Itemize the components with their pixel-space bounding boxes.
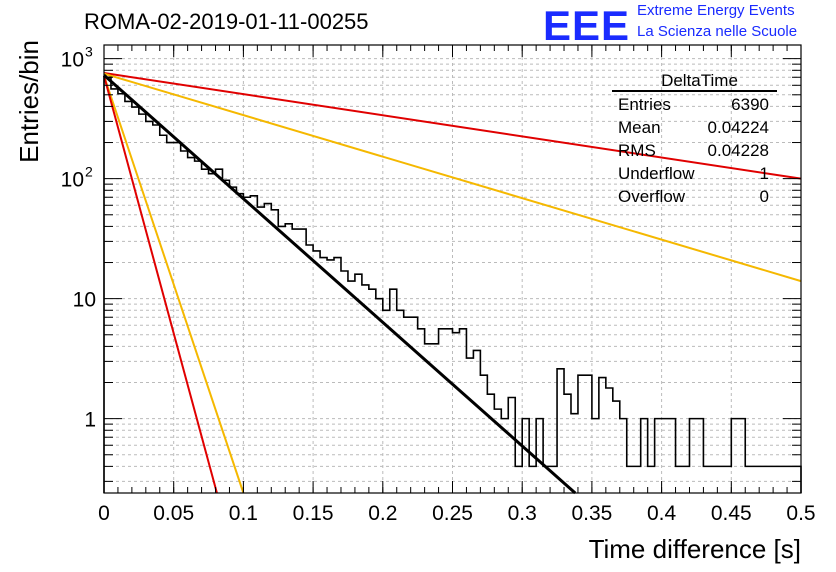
x-tick-label: 0.5: [786, 502, 815, 525]
stats-value: 1: [760, 164, 769, 183]
reference-line-red: [103, 75, 218, 494]
exponential-fit-line: [103, 73, 577, 495]
axis-labels: 0 0.05 0.1 0.15 0.2 0.25 0.3 0.35 0.4 0.45 0.51101…: [14, 40, 816, 564]
fit-line: [103, 73, 577, 495]
x-tick-label: 0.2: [368, 502, 397, 525]
histogram-bars: [103, 76, 802, 493]
y-tick-label: 1: [84, 409, 96, 432]
logo-caption-line1: Extreme Energy Events: [637, 2, 795, 19]
y-tick-exponent: 3: [85, 44, 93, 60]
y-tick-label: 10: [61, 169, 84, 192]
reference-line-orange: [103, 75, 245, 494]
stats-value: 0: [760, 187, 769, 206]
x-tick-label: 0.4: [647, 502, 677, 525]
stats-label: Underflow: [618, 164, 695, 183]
chart-title: ROMA-02-2019-01-11-00255: [84, 9, 369, 34]
grid-lines: [104, 45, 801, 493]
logo-caption-line2: La Scienza nelle Scuole: [637, 23, 798, 40]
stats-title: DeltaTime: [661, 71, 738, 90]
x-tick-label: 0.35: [571, 502, 612, 525]
x-tick-label: 0.15: [293, 502, 334, 525]
stats-label: Mean: [618, 118, 661, 137]
stats-label: RMS: [618, 141, 656, 160]
reference-line-orange: [103, 72, 802, 283]
y-tick-exponent: 2: [85, 164, 93, 180]
y-tick-label: 10: [61, 49, 84, 72]
x-tick-label: 0.1: [229, 502, 258, 525]
stats-value: 0.04228: [708, 141, 769, 160]
axis-ticks: [103, 45, 802, 493]
stats-value: 0.04224: [708, 118, 769, 137]
reference-lines: [103, 71, 802, 494]
reference-line-red: [103, 71, 802, 180]
x-tick-label: 0.25: [432, 502, 473, 525]
x-axis-label: Time difference [s]: [589, 534, 801, 564]
stats-box: DeltaTime Entries 6390 Mean 0.04224 RMS 0.0422…: [612, 71, 777, 206]
stats-value: 6390: [731, 95, 769, 114]
y-axis-label: Entries/bin: [14, 40, 44, 163]
x-tick-label: 0.45: [711, 502, 752, 525]
x-tick-label: 0: [98, 502, 110, 525]
y-tick-label: 10: [73, 289, 96, 312]
stats-label: Overflow: [618, 187, 686, 206]
x-tick-label: 0.3: [508, 502, 537, 525]
histogram: [103, 76, 802, 493]
eee-logo: EEE: [543, 2, 631, 49]
stats-label: Entries: [618, 95, 671, 114]
x-tick-label: 0.05: [153, 502, 194, 525]
